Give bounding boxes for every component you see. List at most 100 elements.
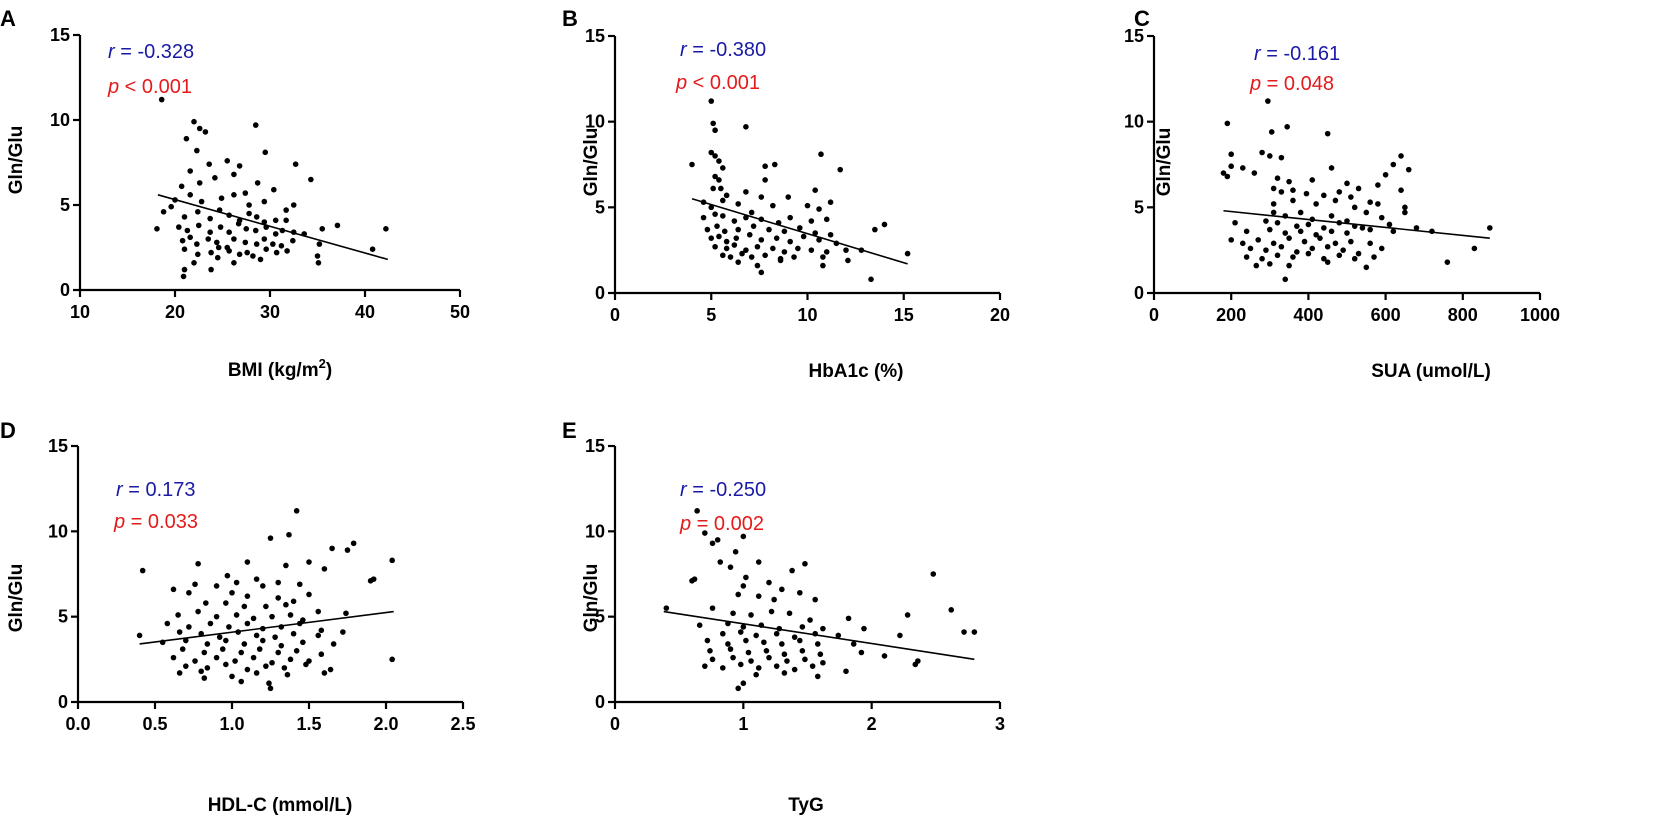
- data-point-b-49: [781, 228, 788, 235]
- data-point-e-74: [820, 659, 826, 666]
- y-tick-label-c-3: 15: [1124, 26, 1144, 46]
- data-point-c-24: [1382, 171, 1389, 178]
- data-point-d-91: [204, 665, 211, 671]
- data-point-c-4: [1324, 130, 1331, 137]
- data-point-e-41: [720, 630, 726, 637]
- data-point-b-57: [733, 235, 740, 241]
- r-symbol-a: r: [108, 41, 116, 63]
- p-text-d: = 0.033: [125, 511, 198, 533]
- data-point-e-1: [702, 530, 708, 536]
- data-point-e-86: [781, 670, 788, 676]
- data-point-c-39: [1375, 201, 1381, 207]
- data-point-d-104: [238, 678, 245, 685]
- data-point-c-37: [1332, 197, 1339, 204]
- data-point-c-58: [1367, 226, 1373, 233]
- data-point-b-14: [716, 177, 722, 183]
- data-point-e-53: [743, 637, 749, 644]
- data-point-b-76: [904, 250, 911, 257]
- data-point-b-9: [689, 161, 695, 168]
- data-point-d-59: [253, 632, 260, 639]
- data-point-a-82: [250, 253, 256, 259]
- data-point-d-79: [293, 648, 300, 654]
- data-point-a-39: [253, 214, 260, 220]
- data-point-d-105: [266, 680, 272, 687]
- data-point-d-9: [283, 562, 289, 569]
- x-axis-title-end-a: ): [326, 360, 332, 381]
- data-point-b-81: [762, 252, 768, 259]
- data-point-a-71: [270, 241, 276, 247]
- data-point-d-90: [183, 663, 189, 669]
- data-point-c-36: [1313, 201, 1319, 207]
- data-point-b-59: [758, 237, 765, 243]
- data-point-e-78: [737, 661, 744, 668]
- data-point-d-30: [203, 600, 209, 606]
- data-point-c-15: [1398, 153, 1404, 159]
- data-point-d-82: [192, 658, 198, 664]
- data-point-d-7: [244, 559, 251, 565]
- data-point-b-58: [746, 231, 753, 238]
- data-point-b-1: [710, 120, 716, 127]
- data-point-a-34: [207, 215, 213, 222]
- data-point-a-54: [272, 231, 279, 237]
- data-point-c-106: [1253, 262, 1260, 269]
- data-point-d-96: [303, 661, 309, 668]
- y-tick-label-d-0: 0: [58, 692, 68, 712]
- panel-letter-e: E: [562, 418, 577, 443]
- data-point-d-53: [318, 627, 325, 634]
- data-point-b-5: [712, 153, 718, 159]
- data-point-b-70: [770, 245, 776, 252]
- x-tick-label-a-2: 30: [260, 302, 280, 322]
- data-point-e-26: [709, 605, 716, 611]
- data-point-d-2: [286, 531, 292, 538]
- data-point-d-42: [269, 613, 275, 620]
- data-point-b-48: [766, 226, 772, 233]
- data-point-e-61: [745, 649, 752, 656]
- data-point-a-70: [261, 236, 268, 242]
- data-point-e-39: [799, 624, 806, 630]
- data-point-e-6: [717, 559, 724, 565]
- data-point-b-77: [720, 252, 726, 259]
- data-point-a-30: [160, 209, 167, 215]
- data-point-d-71: [300, 639, 306, 646]
- data-point-b-90: [845, 257, 851, 264]
- data-point-d-36: [343, 610, 349, 617]
- p-symbol-a: p: [107, 76, 119, 98]
- data-point-e-30: [786, 610, 793, 617]
- data-point-c-101: [1267, 261, 1273, 267]
- panel-b: B r = -0.380 p < 0.001 Gln/Glu HbA1c (%)…: [562, 6, 1010, 382]
- data-point-a-51: [243, 226, 250, 232]
- data-point-d-10: [306, 559, 312, 565]
- data-point-c-13: [1328, 165, 1335, 171]
- data-point-d-18: [192, 581, 198, 588]
- data-point-b-34: [720, 213, 726, 219]
- data-point-c-63: [1282, 230, 1289, 236]
- data-point-c-87: [1324, 243, 1331, 250]
- r-symbol-c: r: [1254, 43, 1262, 65]
- data-point-e-85: [753, 671, 759, 678]
- data-point-e-56: [797, 637, 803, 644]
- regression-line-d: [139, 610, 394, 645]
- data-point-c-45: [1328, 213, 1335, 219]
- data-point-c-84: [1278, 243, 1285, 250]
- data-point-e-43: [753, 632, 759, 639]
- data-point-e-54: [761, 639, 767, 646]
- data-point-e-58: [850, 641, 857, 647]
- x-axis-title-main-a: BMI (kg/m: [228, 360, 319, 381]
- data-point-a-8: [224, 158, 231, 164]
- y-tick-label-e-1: 5: [595, 607, 605, 627]
- data-point-e-70: [748, 658, 754, 664]
- data-point-c-31: [1348, 194, 1354, 200]
- data-point-d-87: [287, 656, 294, 663]
- data-point-d-25: [229, 589, 235, 596]
- data-point-c-81: [1367, 240, 1373, 247]
- data-point-a-64: [205, 236, 212, 242]
- data-point-e-32: [845, 615, 852, 622]
- panel-letter-b: B: [562, 6, 578, 31]
- data-point-c-2: [1268, 129, 1275, 135]
- data-point-e-66: [858, 649, 865, 656]
- data-point-c-73: [1239, 240, 1246, 247]
- data-point-a-68: [242, 239, 249, 246]
- data-point-d-69: [260, 637, 266, 644]
- data-point-e-25: [663, 605, 670, 611]
- data-point-c-92: [1243, 254, 1250, 260]
